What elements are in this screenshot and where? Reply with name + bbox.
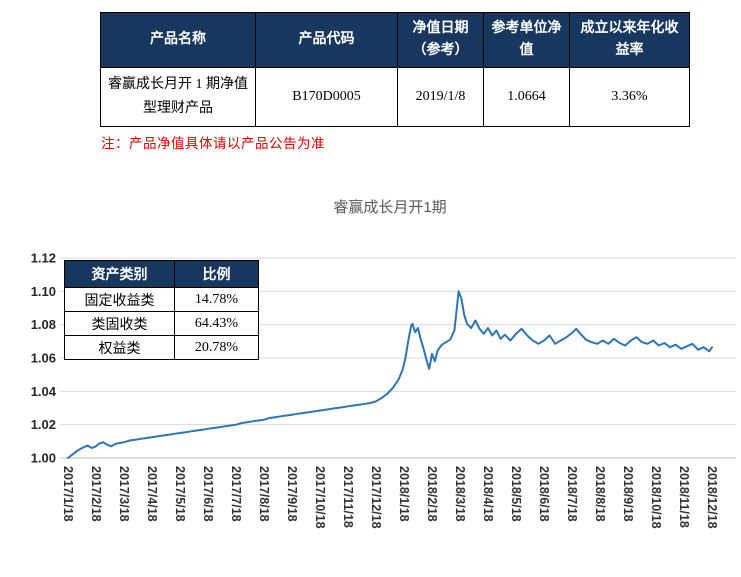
cell-asset-class: 权益类 — [64, 335, 175, 360]
cell-nav-date: 2019/1/8 — [397, 67, 484, 127]
cell-asset-class: 固定收益类 — [64, 287, 175, 312]
x-tick-label: 2018/1/18 — [397, 466, 411, 522]
x-tick-label: 2018/8/18 — [593, 466, 607, 522]
header-asset-class: 资产类别 — [64, 260, 175, 288]
cell-asset-ratio: 14.78% — [174, 287, 259, 312]
header-product-code: 产品代码 — [255, 12, 398, 68]
cell-asset-class: 类固收类 — [64, 311, 175, 336]
y-tick-label: 1.00 — [31, 451, 56, 466]
cell-annualized-return: 3.36% — [569, 67, 690, 127]
cell-asset-ratio: 64.43% — [174, 311, 259, 336]
y-tick-label: 1.02 — [31, 417, 56, 432]
header-annualized-return: 成立以来年化收益率 — [569, 12, 690, 68]
x-tick-label: 2017/3/18 — [117, 466, 131, 522]
x-tick-label: 2018/11/18 — [677, 466, 691, 528]
asset-row-quasi-fixed: 类固收类 64.43% — [64, 311, 259, 336]
x-tick-label: 2018/3/18 — [453, 466, 467, 522]
cell-ref-unit-nav: 1.0664 — [483, 67, 570, 127]
x-tick-label: 2018/4/18 — [481, 466, 495, 522]
header-ref-unit-nav: 参考单位净值 — [483, 12, 570, 68]
asset-allocation-table-wrap: 资产类别 比例 固定收益类 14.78% 类固收类 64.43% 权益类 20.… — [64, 260, 259, 360]
x-tick-label: 2018/10/18 — [649, 466, 663, 529]
y-tick-label: 1.10 — [31, 284, 56, 299]
asset-table-header-row: 资产类别 比例 — [64, 260, 259, 288]
x-tick-label: 2017/7/18 — [229, 466, 243, 522]
x-tick-label: 2017/6/18 — [201, 466, 215, 522]
x-tick-label: 2017/5/18 — [173, 466, 187, 522]
nav-series-line — [67, 290, 713, 459]
x-tick-label: 2017/9/18 — [285, 466, 299, 522]
product-info-table: 产品名称 产品代码 净值日期（参考） 参考单位净值 成立以来年化收益率 睿赢成长… — [100, 12, 690, 127]
x-tick-label: 2017/2/18 — [89, 466, 103, 522]
x-tick-label: 2018/12/18 — [705, 466, 719, 529]
chart-title: 睿赢成长月开1期 — [333, 199, 447, 216]
cell-product-name: 睿赢成长月开 1 期净值型理财产品 — [100, 67, 256, 127]
x-tick-label: 2017/4/18 — [145, 466, 159, 522]
header-product-name: 产品名称 — [100, 12, 256, 68]
x-tick-label: 2018/9/18 — [621, 466, 635, 522]
nav-chart-section: 睿赢成长月开1期 1.00 1.02 1.04 1.06 1.08 1.10 1.12 201… — [0, 196, 741, 577]
cell-product-code: B170D0005 — [255, 67, 398, 127]
table-row: 睿赢成长月开 1 期净值型理财产品 B170D0005 2019/1/8 1.0… — [100, 67, 690, 127]
x-tick-label: 2017/8/18 — [257, 466, 271, 522]
cell-asset-ratio: 20.78% — [174, 335, 259, 360]
x-tick-label: 2018/5/18 — [509, 466, 523, 522]
x-tick-label: 2017/11/18 — [341, 466, 355, 528]
product-table-header-row: 产品名称 产品代码 净值日期（参考） 参考单位净值 成立以来年化收益率 — [100, 12, 690, 68]
asset-allocation-table: 资产类别 比例 固定收益类 14.78% 类固收类 64.43% 权益类 20.… — [64, 260, 259, 360]
y-tick-label: 1.12 — [31, 251, 56, 266]
x-tick-label: 2017/10/18 — [313, 466, 327, 529]
y-tick-label: 1.08 — [31, 317, 56, 332]
asset-row-equity: 权益类 20.78% — [64, 335, 259, 360]
y-tick-label: 1.06 — [31, 351, 56, 366]
header-nav-date: 净值日期（参考） — [397, 12, 484, 68]
x-tick-label: 2017/12/18 — [369, 466, 383, 529]
header-asset-ratio: 比例 — [174, 260, 259, 288]
asset-row-fixed-income: 固定收益类 14.78% — [64, 287, 259, 312]
x-tick-label: 2018/2/18 — [425, 466, 439, 522]
x-tick-label: 2018/7/18 — [565, 466, 579, 522]
x-tick-label: 2017/1/18 — [61, 466, 75, 522]
x-tick-label: 2018/6/18 — [537, 466, 551, 522]
y-tick-label: 1.04 — [31, 384, 57, 399]
disclaimer-note: 注：产品净值具体请以产品公告为准 — [101, 136, 325, 151]
